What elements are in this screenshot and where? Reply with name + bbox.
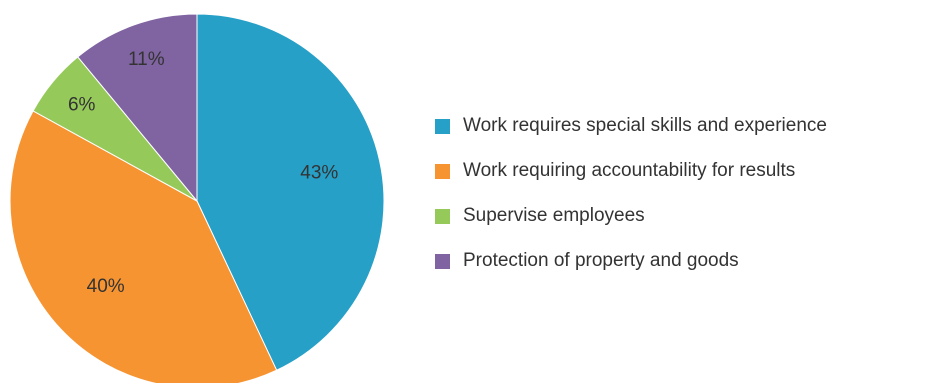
pie-data-label: 11% xyxy=(128,49,165,70)
legend-item: Supervise employees xyxy=(435,204,827,228)
legend-swatch xyxy=(435,253,450,269)
pie-slice xyxy=(77,13,198,203)
legend-label: Work requiring accountability for result… xyxy=(463,160,796,181)
pie-data-label: 43% xyxy=(300,163,338,184)
pie-slice xyxy=(9,110,278,383)
legend-label: Supervise employees xyxy=(463,205,645,226)
legend-swatch xyxy=(435,163,450,179)
pie-data-labels: 43% 40% 6% 11% xyxy=(68,49,338,297)
legend-item: Protection of property and goods xyxy=(435,249,827,273)
pie-data-label: 6% xyxy=(68,95,96,116)
legend-label: Protection of property and goods xyxy=(463,250,739,271)
pie-slices xyxy=(9,13,385,383)
legend-item: Work requiring accountability for result… xyxy=(435,159,827,183)
pie-slice xyxy=(196,13,385,371)
legend-swatch xyxy=(435,208,450,224)
pie-data-label: 40% xyxy=(87,276,125,297)
legend-item: Work requires special skills and experie… xyxy=(435,114,827,138)
legend-label: Work requires special skills and experie… xyxy=(463,115,827,136)
chart-legend: Work requires special skills and experie… xyxy=(435,114,827,294)
legend-swatch xyxy=(435,118,450,134)
pie-chart: 43% 40% 6% 11% xyxy=(9,13,385,383)
